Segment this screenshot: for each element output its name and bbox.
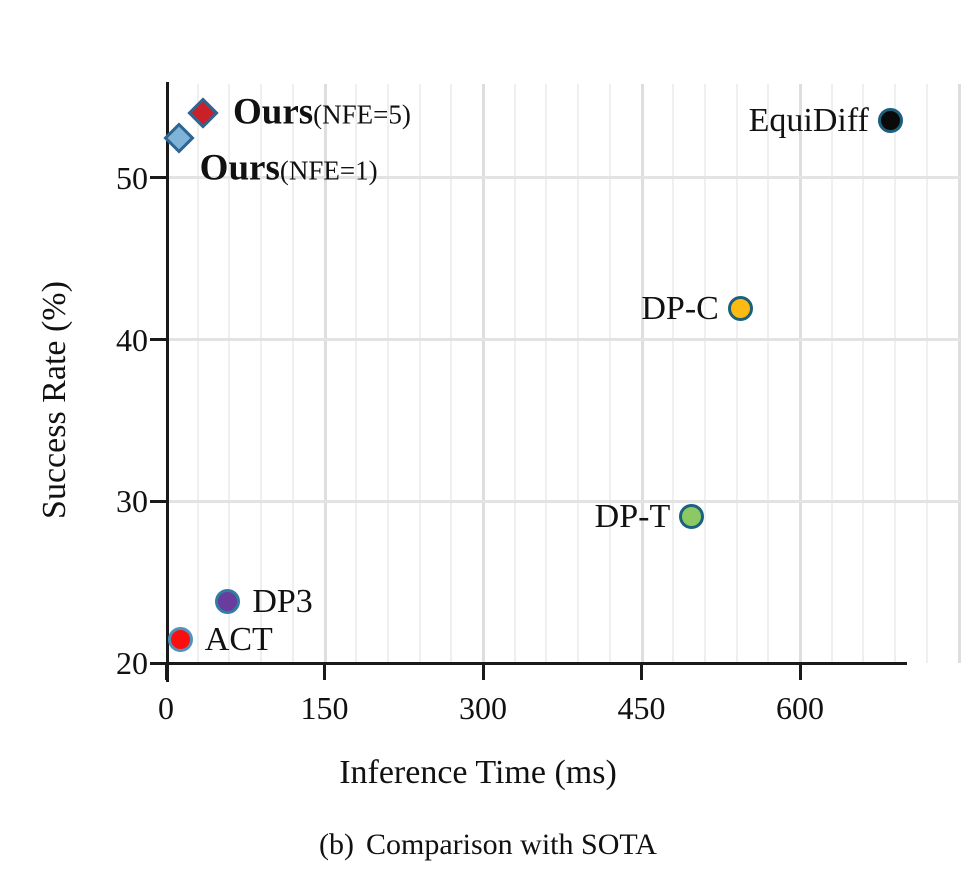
gridline-minor-x-330 bbox=[513, 84, 516, 663]
point-marker-dp-c bbox=[727, 295, 753, 321]
point-label-main-equidiff: EquiDiff bbox=[748, 102, 869, 140]
y-tick-mark-50 bbox=[150, 176, 167, 180]
x-tick-label-600: 600 bbox=[776, 690, 824, 726]
gridline-y-40 bbox=[168, 338, 960, 342]
point-label-main-ours-nfe-5: Ours bbox=[232, 91, 314, 133]
point-label-equidiff: EquiDiff bbox=[749, 104, 869, 138]
point-label-suffix-ours-nfe-1: (NFE=1) bbox=[279, 155, 378, 186]
point-label-main-dp-t: DP-T bbox=[594, 498, 671, 536]
point-marker-act bbox=[167, 627, 193, 653]
gridline-minor-x-30 bbox=[196, 84, 199, 663]
y-axis-title: Success Rate (%) bbox=[36, 281, 73, 519]
point-label-dp-t: DP-T bbox=[595, 500, 671, 534]
figure-caption: (b) Comparison with SOTA bbox=[319, 828, 657, 862]
x-tick-mark-0 bbox=[164, 663, 168, 680]
gridline-major-x-750 bbox=[957, 84, 961, 663]
gridline-minor-x-210 bbox=[386, 84, 389, 663]
x-tick-label-150: 150 bbox=[300, 690, 349, 726]
x-axis-spine bbox=[150, 662, 907, 665]
gridline-minor-x-120 bbox=[291, 84, 294, 663]
gridline-minor-x-510 bbox=[703, 84, 706, 663]
x-tick-mark-600 bbox=[798, 663, 802, 680]
point-label-main-dp3: DP3 bbox=[252, 582, 313, 620]
gridline-minor-x-60 bbox=[228, 84, 231, 663]
x-tick-label-450: 450 bbox=[617, 690, 666, 726]
x-tick-mark-300 bbox=[481, 663, 485, 680]
gridline-minor-x-660 bbox=[862, 84, 865, 663]
y-tick-label-20: 20 bbox=[116, 645, 148, 681]
gridline-minor-x-360 bbox=[545, 84, 548, 663]
x-axis-title: Inference Time (ms) bbox=[339, 754, 617, 791]
y-tick-mark-40 bbox=[150, 338, 167, 342]
y-tick-label-30: 30 bbox=[116, 483, 148, 520]
point-label-main-act: ACT bbox=[204, 621, 273, 659]
x-tick-label-0: 0 bbox=[158, 690, 174, 726]
gridline-minor-x-570 bbox=[767, 84, 770, 663]
y-tick-label-50: 50 bbox=[116, 159, 148, 196]
caption-index: (b) bbox=[319, 828, 355, 861]
point-label-dp-c: DP-C bbox=[641, 289, 719, 327]
gridline-major-x-600 bbox=[799, 84, 802, 663]
gridline-minor-x-720 bbox=[925, 84, 928, 663]
x-tick-mark-450 bbox=[640, 663, 643, 680]
point-label-ours-nfe-1: Ours(NFE=1) bbox=[200, 149, 378, 186]
point-label-dp3: DP3 bbox=[252, 582, 313, 620]
y-tick-mark-20 bbox=[150, 661, 167, 665]
gridline-minor-x-90 bbox=[260, 84, 263, 663]
point-label-main-ours-nfe-1: Ours bbox=[199, 147, 280, 189]
gridline-minor-x-630 bbox=[830, 84, 833, 663]
caption-text: Comparison with SOTA bbox=[366, 828, 657, 861]
gridline-minor-x-480 bbox=[672, 84, 675, 663]
point-marker-dp3 bbox=[215, 588, 241, 614]
gridline-major-x-300 bbox=[482, 84, 485, 663]
gridline-minor-x-420 bbox=[608, 84, 611, 663]
point-label-act: ACT bbox=[205, 623, 273, 657]
point-marker-equidiff bbox=[877, 108, 903, 134]
gridline-minor-x-240 bbox=[418, 84, 421, 663]
gridline-major-x-150 bbox=[323, 84, 327, 663]
point-label-main-dp-c: DP-C bbox=[641, 289, 719, 327]
gridline-minor-x-270 bbox=[450, 84, 453, 663]
point-label-suffix-ours-nfe-5: (NFE=5) bbox=[313, 99, 411, 130]
gridline-y-50 bbox=[168, 176, 960, 180]
gridline-minor-x-540 bbox=[735, 84, 738, 663]
point-marker-dp-t bbox=[679, 504, 705, 530]
gridline-y-30 bbox=[168, 499, 960, 503]
x-tick-mark-150 bbox=[323, 663, 326, 680]
point-label-ours-nfe-5: Ours(NFE=5) bbox=[233, 94, 411, 131]
y-tick-label-40: 40 bbox=[116, 321, 148, 358]
gridline-minor-x-180 bbox=[355, 84, 358, 663]
y-tick-mark-30 bbox=[150, 499, 167, 503]
y-axis-spine bbox=[166, 82, 169, 682]
x-tick-label-300: 300 bbox=[459, 690, 507, 726]
point-marker-ours-nfe-5 bbox=[187, 97, 219, 129]
gridline-minor-x-690 bbox=[894, 84, 897, 663]
gridline-minor-x-390 bbox=[577, 84, 580, 663]
gridline-major-x-450 bbox=[640, 84, 644, 663]
